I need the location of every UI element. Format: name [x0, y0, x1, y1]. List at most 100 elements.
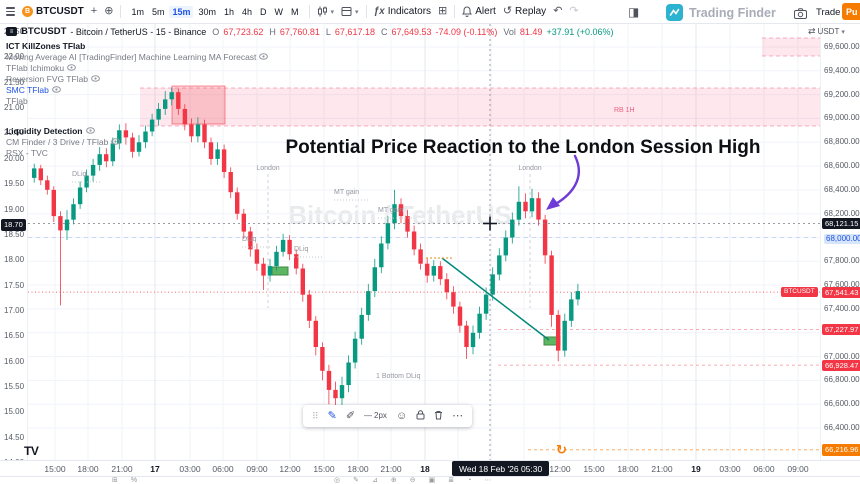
chevron-down-icon: ▾ [355, 8, 359, 16]
svg-text:London: London [256, 165, 279, 172]
add-symbol-icon[interactable]: + [90, 5, 98, 17]
svg-text:DLiq: DLiq [242, 236, 257, 243]
time-axis-label: 06:00 [212, 464, 234, 474]
lock-icon[interactable] [416, 409, 425, 423]
zoom-in-icon[interactable]: ⊕ [390, 477, 397, 484]
svg-text:London: London [518, 165, 541, 172]
eye-icon[interactable] [85, 127, 95, 134]
indicator-row[interactable]: TFlab Ichimoku [6, 62, 268, 73]
zoom-out-icon[interactable]: ⊖ [409, 477, 416, 484]
symbol-legend[interactable]: ≡ BTCUSDT - Bitcoin / TetherUS - 15 - Bi… [6, 26, 614, 37]
time-axis-label: 18 [420, 464, 430, 474]
line-width-button[interactable]: — 2px [364, 412, 387, 420]
timeframe-M[interactable]: M [291, 6, 299, 17]
timeframe-D[interactable]: D [260, 6, 267, 17]
symbol-label: BTCUSDT [36, 6, 84, 17]
more-icon[interactable]: ⋯ [484, 477, 492, 484]
indicators-button[interactable]: ƒx Indicators [374, 6, 431, 17]
svg-text:DLiq: DLiq [294, 246, 309, 253]
volume-change-value: +37.91 (+0.06%) [546, 26, 614, 37]
layout-template-button[interactable]: ▾ [341, 6, 359, 17]
indicator-row[interactable]: ICT KillZones TFlab [6, 40, 268, 51]
indicator-row[interactable]: Moving Average AI [TradingFinder] Machin… [6, 51, 269, 62]
trade-button[interactable]: Trade [816, 7, 841, 18]
legend-menu-chip[interactable]: ≡ [6, 27, 17, 36]
emoji-tool-icon[interactable]: ☺ [395, 409, 408, 422]
draw-icon[interactable]: ✎ [353, 477, 359, 484]
time-axis-label: 15:00 [44, 464, 66, 474]
indicator-row[interactable]: SMC TFlab [6, 84, 268, 95]
eye-icon[interactable] [51, 86, 61, 93]
pencil-tool-icon[interactable]: ✎ [327, 409, 337, 422]
symbol-button[interactable]: B BTCUSDT [22, 6, 84, 17]
layout-grid-icon[interactable]: ⊞ [112, 477, 118, 484]
eye-icon[interactable] [259, 53, 269, 60]
timeframe-1h[interactable]: 1h [224, 6, 235, 17]
volume-value: 81.49 [519, 26, 543, 37]
left-scale-tick: 15.00 [4, 407, 25, 417]
menu-icon[interactable] [6, 7, 15, 16]
screenshot-icon[interactable]: ▣ [428, 477, 436, 484]
time-axis[interactable]: 15:00 18:00 21:00 17 03:00 06:00 09:00 12:00 15:… [0, 460, 860, 476]
eye-icon[interactable] [91, 75, 100, 82]
compare-icon[interactable]: ⊕ [104, 5, 114, 17]
indicator-row[interactable]: RSX - TVC [6, 147, 268, 158]
alert-button[interactable]: Alert [462, 6, 496, 17]
left-scale-tick: 15.50 [4, 381, 25, 391]
indicator-label: TFlab Ichimoku [6, 62, 65, 73]
left-scale-tick: 19.00 [4, 204, 25, 214]
time-axis-label: 03:00 [179, 464, 201, 474]
ruler-icon[interactable]: ⊿ [371, 477, 378, 484]
right-panel-toggle-icon[interactable]: ◨ [628, 5, 640, 19]
timeframe-1m[interactable]: 1m [131, 6, 144, 17]
timer-icon[interactable]: ◔ [467, 477, 472, 484]
legend-description: - Bitcoin / TetherUS - 15 - Binance [70, 26, 207, 37]
timeframe-5m[interactable]: 5m [151, 6, 165, 17]
tradingview-logo[interactable]: TV [24, 444, 39, 458]
list-icon[interactable]: ≣ [448, 477, 455, 484]
currency-toggle[interactable]: ⇄ USDT ▾ [808, 26, 845, 37]
indicator-row[interactable]: CM Finder / 3 Drive / TFlab [6, 136, 268, 147]
right-price-scale[interactable]: 69,600.00 69,400.00 69,200.00 69,000.00 68,8… [820, 24, 860, 460]
time-axis-label: 15:00 [583, 464, 605, 474]
svg-text:RB 1H: RB 1H [614, 107, 635, 114]
chart-type-button[interactable]: ▾ [317, 6, 334, 17]
timeframe-30m[interactable]: 30m [198, 6, 216, 17]
timeframe-W[interactable]: W [274, 6, 284, 17]
restart-replay-icon[interactable]: ↻ [556, 442, 567, 457]
drag-handle[interactable]: ⠿ [312, 410, 319, 421]
left-scale-tick: 22.00 [4, 52, 25, 62]
indicator-row[interactable]: TFlab [6, 95, 268, 106]
grid-layout-icon[interactable]: ⊞ [438, 5, 448, 17]
more-options-icon[interactable]: ⋯ [452, 409, 464, 422]
undo-icon[interactable]: ↶ [553, 5, 563, 17]
percent-icon[interactable]: % [130, 477, 138, 484]
left-scale-tick: 18.00 [4, 255, 25, 265]
publish-button[interactable]: Pu [842, 3, 860, 20]
timeframe-15m[interactable]: 15m [169, 5, 194, 18]
floating-drawing-toolbar: ⠿ ✎ ✐ — 2px ☺ ⋯ [303, 405, 473, 427]
replay-button[interactable]: ↺ Replay [503, 6, 546, 18]
eye-icon[interactable] [67, 64, 77, 71]
indicator-row[interactable]: Reversion FVG TFlab [6, 73, 268, 84]
time-axis-label: 19 [691, 464, 701, 474]
toolbar-separator [365, 5, 367, 18]
timeframe-4h[interactable]: 4h [242, 6, 253, 17]
camera-icon[interactable] [794, 6, 807, 24]
time-axis-label: 18:00 [77, 464, 99, 474]
left-price-scale[interactable]: 22.5022.0021.5021.0020.5020.0019.5019.00… [0, 24, 28, 467]
annotation-text[interactable]: Potential Price Reaction to the London S… [285, 137, 761, 158]
fx-icon: ƒx [373, 6, 385, 17]
indicator-label: Liquidity Detection [6, 125, 83, 136]
magnet-icon[interactable]: ◎ [334, 477, 341, 484]
indicator-row[interactable]: Liquidity Detection [6, 125, 268, 136]
open-value: 67,723.62 [223, 26, 264, 37]
marker-tool-icon[interactable]: ✐ [345, 409, 356, 422]
chart-canvas[interactable]: RB 1H London London DLiq DLiq DLiq MT gain MT g… [28, 24, 820, 460]
redo-icon[interactable]: ↷ [569, 5, 579, 17]
trash-icon[interactable] [434, 410, 443, 423]
open-label: O [212, 26, 220, 37]
eye-icon[interactable] [111, 138, 121, 145]
time-axis-label: 09:00 [246, 464, 268, 474]
